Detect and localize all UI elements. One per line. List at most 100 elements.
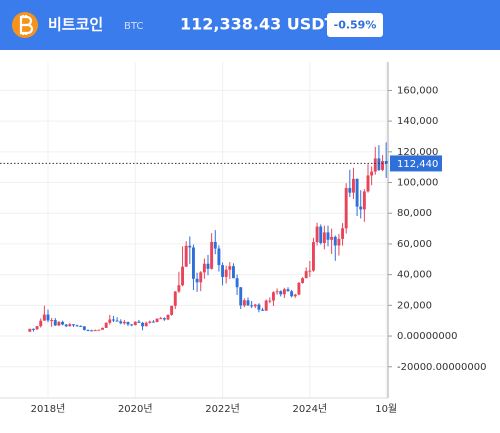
candle-body [279,291,283,295]
candle-body [337,238,341,246]
candle-body [362,191,366,210]
x-tick-label: 10월 [375,403,397,415]
y-tick-label: 20,000 [397,300,432,311]
candle-body [297,282,301,295]
candle-body [242,300,246,306]
candle-body [250,305,254,307]
y-tick-label: 80,000 [397,208,432,219]
candle-body [264,300,268,311]
candle-body [348,188,352,193]
candle-body [268,300,272,302]
x-tick-label: 2024년 [292,403,327,415]
candle-body [97,329,101,331]
candle-body [355,178,359,207]
candle-body [141,322,144,327]
candle-body [144,322,148,327]
candle-body [341,228,344,239]
candle-body [130,324,134,326]
candle-body [192,247,195,279]
candle-body [28,328,32,332]
y-tick-label: 120,000 [397,147,438,158]
candle-body [206,263,210,269]
candle-body [330,236,334,240]
x-tick-label: 2018년 [31,403,66,415]
y-tick-label: 140,000 [397,116,438,127]
candle-body [90,330,94,332]
candle-body [188,245,192,248]
candle-body [137,321,141,323]
y-tick-label: 160,000 [397,85,438,96]
candle-body [93,330,97,332]
candle-body [181,266,184,286]
candle-body [101,327,104,330]
candle-body [199,272,203,283]
candle-body [202,263,206,273]
candle-body [104,322,108,328]
candle-body [79,325,83,327]
candle-body [35,326,39,330]
candle-body [126,321,130,325]
candle-body [159,318,163,320]
candle-body [166,314,170,320]
candle-body [210,241,214,269]
candle-body [381,161,384,170]
candle-body [228,266,232,270]
candle-body [257,304,261,310]
candle-body [170,305,174,315]
chart: 160,000 140,000 120,000 100,000 80,000 60,000… [0,62,487,415]
change-badge [327,13,383,37]
candle-body [352,178,355,193]
candle-body [217,248,221,266]
candle-body [184,245,188,267]
candle-body [224,269,228,277]
candle-body [290,291,294,297]
candle-body [344,188,348,229]
last-price-box [390,155,442,172]
candle-body [304,271,308,279]
x-tick-label: 2020년 [118,403,153,415]
last-price-label: 112,440 [397,159,438,170]
y-tick-label: -20000.00000000 [397,362,487,373]
candle-body [122,321,126,324]
candle-body [213,241,217,249]
candle-body [75,325,79,327]
candle-body [326,232,330,240]
candle-body [319,226,323,244]
candle-body [42,314,46,321]
candle-body [82,326,86,330]
candle-body [112,319,115,321]
candle-body [148,321,152,323]
candle-body [286,289,290,292]
candle-body [46,314,50,321]
candle-body [359,206,363,210]
candle-body [377,158,381,170]
candle-body [64,324,68,327]
candle-body [272,292,275,301]
candle-body [72,324,75,326]
candle-body [333,236,337,246]
candle-body [86,329,90,331]
candle-body [261,309,264,311]
candle-body [370,171,374,176]
candle-body [239,287,243,306]
candle-body [155,318,159,323]
candle-body [312,242,315,271]
price: 112,338.43 USDT [180,15,336,34]
candle-body [301,278,304,283]
candle-body [162,318,166,320]
candle-body [61,321,64,325]
candle-body [373,158,377,172]
candle-body [253,304,257,307]
candle-body [246,300,250,306]
candle-body [32,328,35,330]
candle-body [177,285,181,292]
candle-body [108,319,112,323]
coin-ticker: BTC [124,21,143,32]
candle-body [322,232,326,244]
y-tick-label: 0.00000000 [397,331,457,342]
coin-icon [12,12,38,38]
x-tick-label: 2022년 [205,403,240,415]
candle-body [195,278,199,283]
